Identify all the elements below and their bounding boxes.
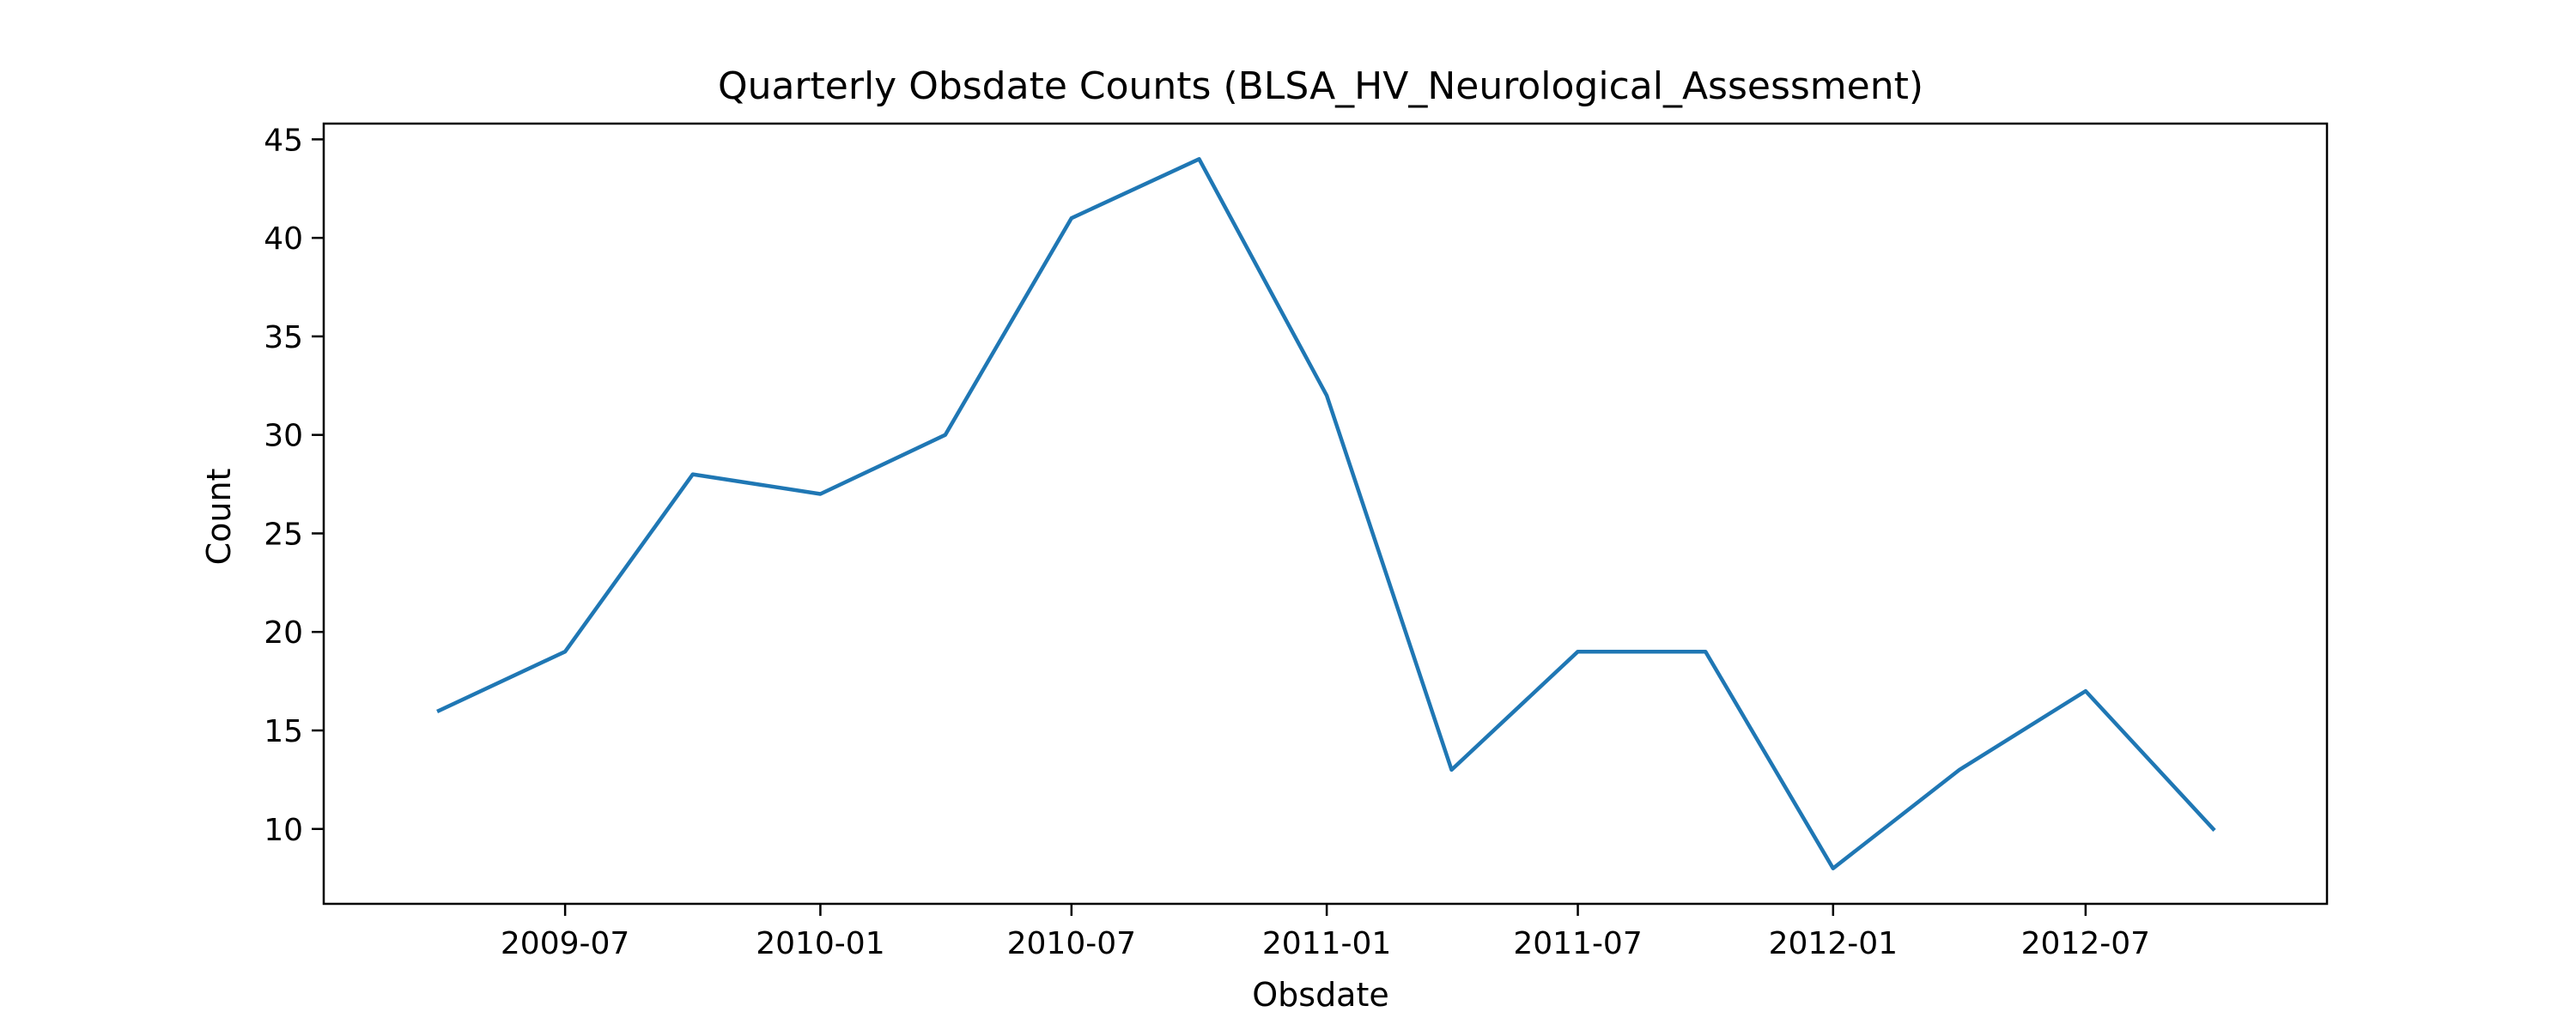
series-layer (436, 157, 2216, 870)
y-tick-label: 10 (264, 813, 303, 848)
y-axis-ticks: 10 15 20 25 30 35 40 45 (264, 123, 324, 848)
x-tick-label: 2011-07 (1513, 926, 1642, 961)
x-tick-label: 2009-07 (501, 926, 629, 961)
y-tick-label: 20 (264, 615, 303, 651)
plot-area-frame (322, 122, 2329, 906)
y-tick-label: 30 (264, 419, 303, 454)
y-axis-label: Count (200, 469, 238, 566)
y-tick-label: 40 (264, 221, 303, 257)
y-tick-label: 45 (264, 123, 303, 158)
y-tick-label: 25 (264, 517, 303, 552)
x-tick-label: 2010-07 (1007, 926, 1136, 961)
x-tick-label: 2011-01 (1262, 926, 1391, 961)
x-axis-label: Obsdate (1252, 976, 1389, 1014)
x-tick-label: 2012-07 (2021, 926, 2150, 961)
series-line-0 (436, 157, 2216, 870)
x-tick-label: 2012-01 (1769, 926, 1898, 961)
chart-title: Quarterly Obsdate Counts (BLSA_HV_Neurol… (718, 64, 1923, 108)
y-tick-label: 15 (264, 714, 303, 749)
x-axis-ticks: 2009-07 2010-01 2010-07 2011-01 2011-07 2012-… (501, 904, 2150, 961)
x-tick-label: 2010-01 (756, 926, 884, 961)
y-tick-label: 35 (264, 320, 303, 355)
